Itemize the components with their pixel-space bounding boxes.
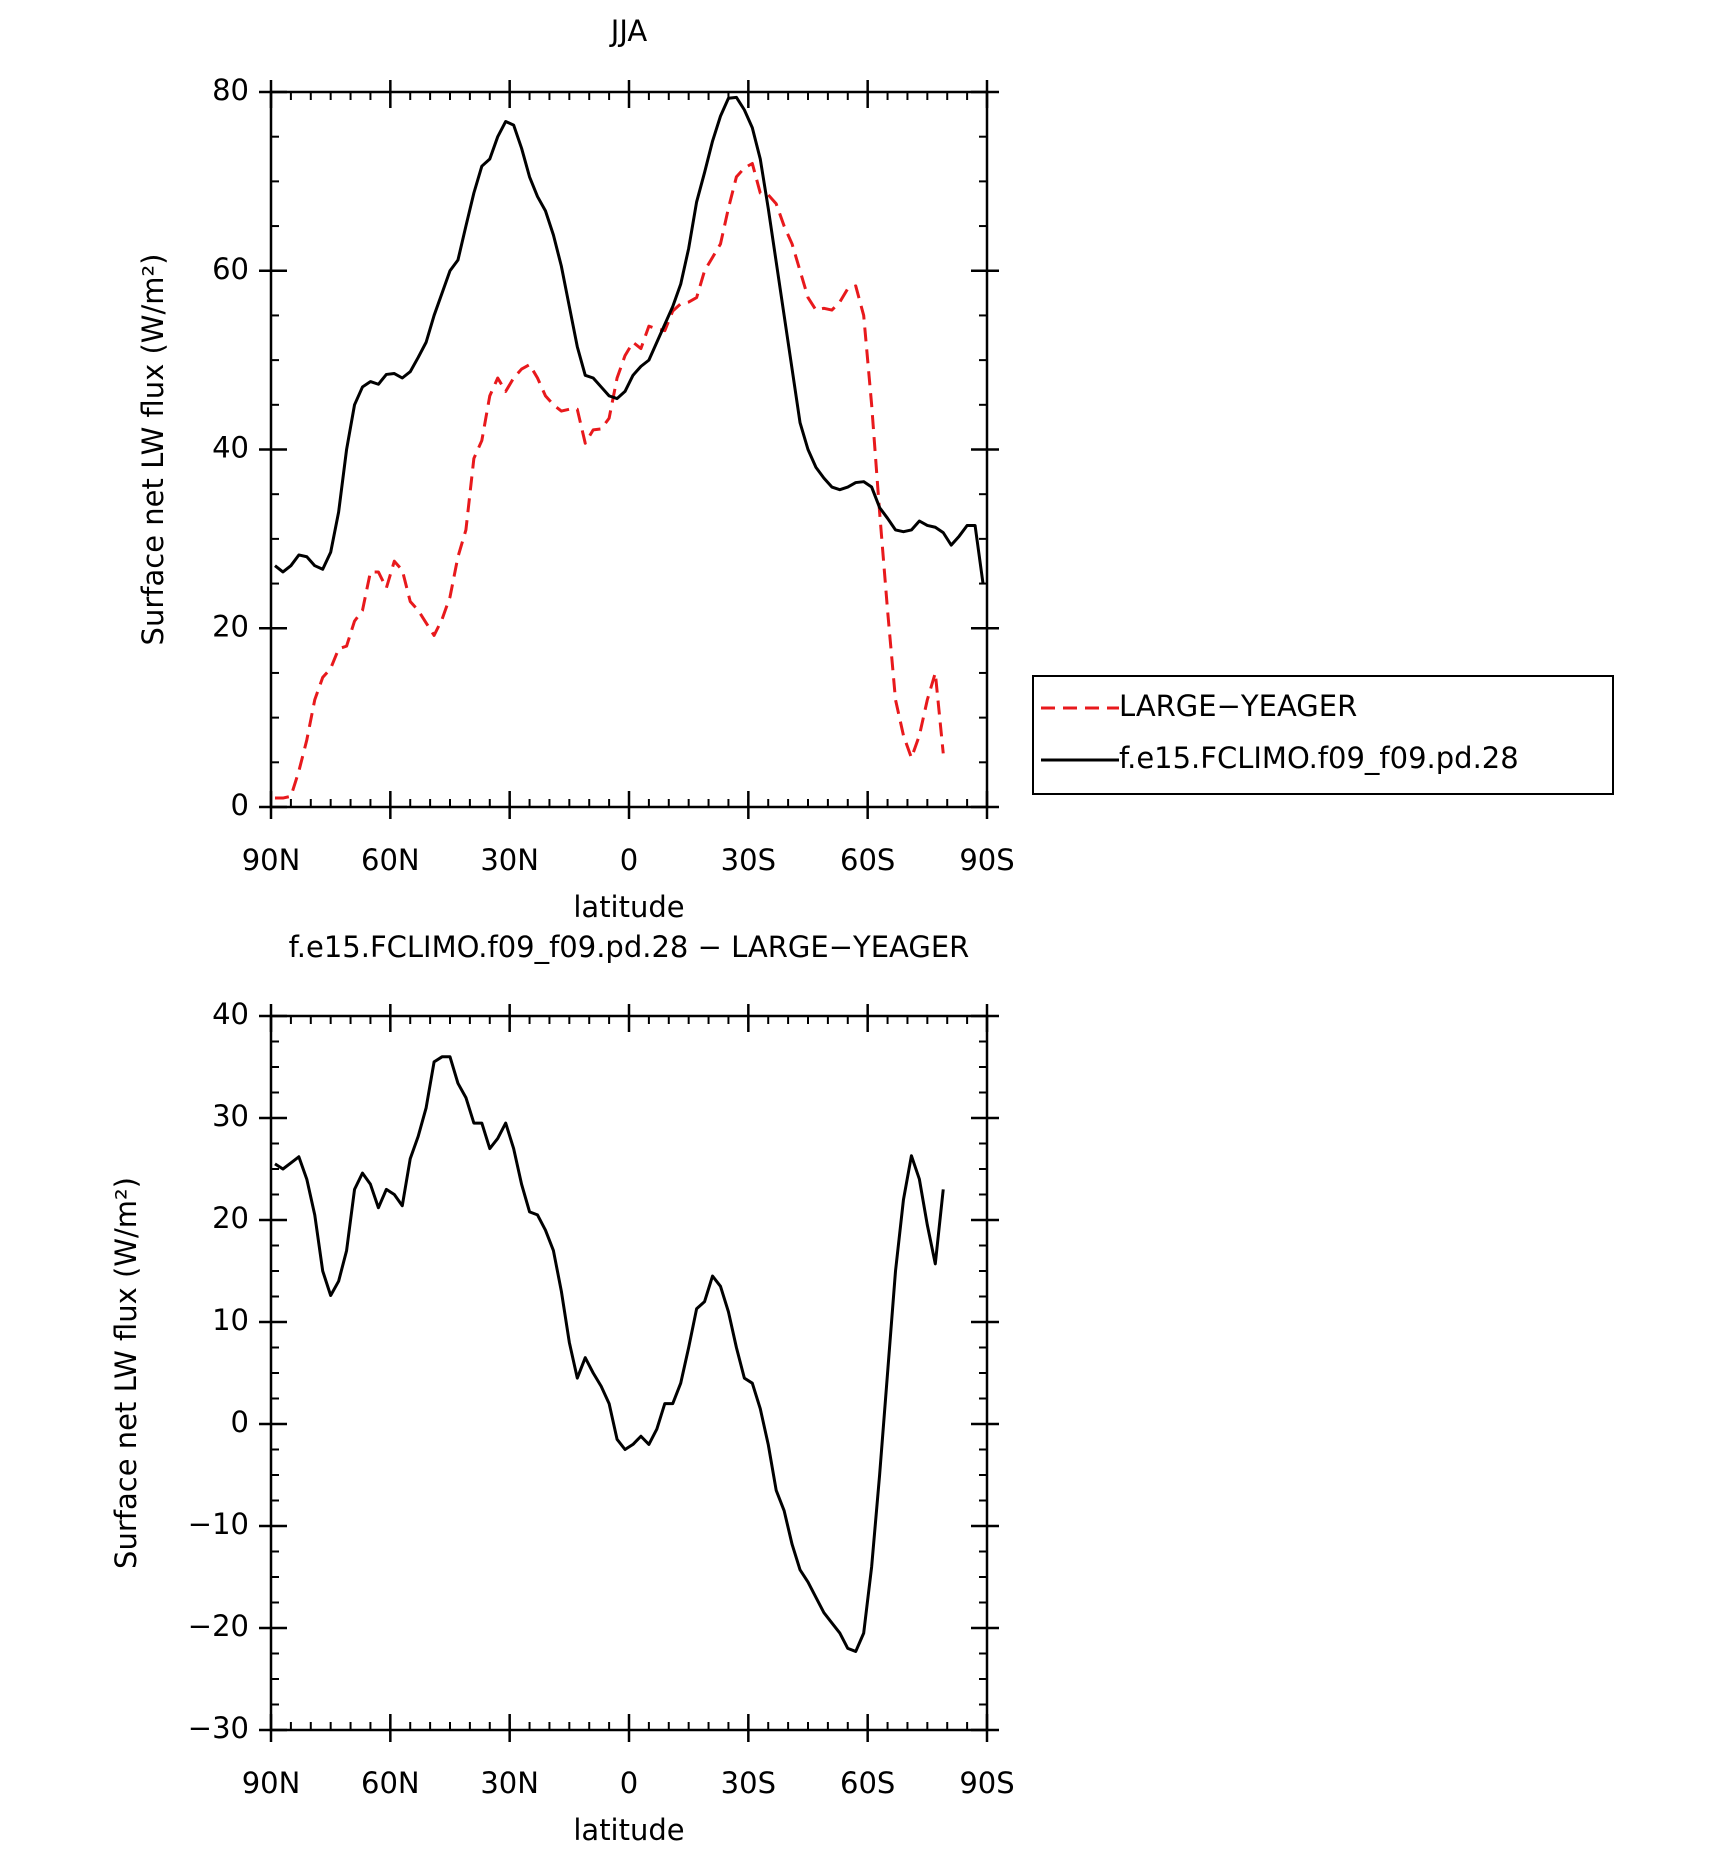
plot-frame (269, 1014, 989, 1732)
chart-title: f.e15.FCLIMO.f09_f09.pd.28 − LARGE−YEAGE… (289, 930, 970, 964)
x-tick-label: 30N (480, 1766, 539, 1800)
x-tick-label: 90N (242, 843, 301, 877)
y-tick-label: 40 (212, 997, 249, 1031)
data-line (274, 95, 985, 584)
x-tick-label: 90N (242, 1766, 301, 1800)
x-axis-label: latitude (573, 890, 684, 924)
legend-label: f.e15.FCLIMO.f09_f09.pd.28 (1119, 741, 1519, 775)
x-axis-label: latitude (573, 1813, 684, 1847)
y-tick-label: 0 (231, 1405, 249, 1439)
y-tick-label: 0 (231, 788, 249, 822)
x-tick-label: 30S (721, 843, 776, 877)
legend-box (1032, 675, 1614, 795)
x-tick-label: 60N (361, 843, 420, 877)
x-tick-label: 60S (840, 1766, 895, 1800)
y-tick-label: 40 (212, 431, 249, 465)
y-axis-label: Surface net LW flux (W/m²) (109, 1177, 143, 1569)
y-tick-label: −20 (188, 1609, 249, 1643)
x-tick-label: 60S (840, 843, 895, 877)
y-tick-label: 20 (212, 609, 249, 643)
y-tick-label: −30 (188, 1711, 249, 1745)
y-tick-label: 10 (212, 1303, 249, 1337)
x-tick-label: 90S (959, 843, 1014, 877)
y-tick-label: 60 (212, 252, 249, 286)
y-tick-label: −10 (188, 1507, 249, 1541)
x-tick-label: 60N (361, 1766, 420, 1800)
x-tick-label: 0 (620, 1766, 638, 1800)
y-tick-label: 20 (212, 1201, 249, 1235)
data-line (274, 1055, 945, 1653)
plot-frame (269, 90, 989, 809)
chart-title: JJA (609, 14, 648, 48)
x-tick-label: 30N (480, 843, 539, 877)
y-tick-label: 80 (212, 73, 249, 107)
data-line (274, 162, 945, 800)
x-tick-label: 30S (721, 1766, 776, 1800)
x-tick-label: 90S (959, 1766, 1014, 1800)
x-tick-label: 0 (620, 843, 638, 877)
legend-label: LARGE−YEAGER (1119, 689, 1357, 723)
y-axis-label: Surface net LW flux (W/m²) (136, 254, 170, 646)
y-tick-label: 30 (212, 1099, 249, 1133)
